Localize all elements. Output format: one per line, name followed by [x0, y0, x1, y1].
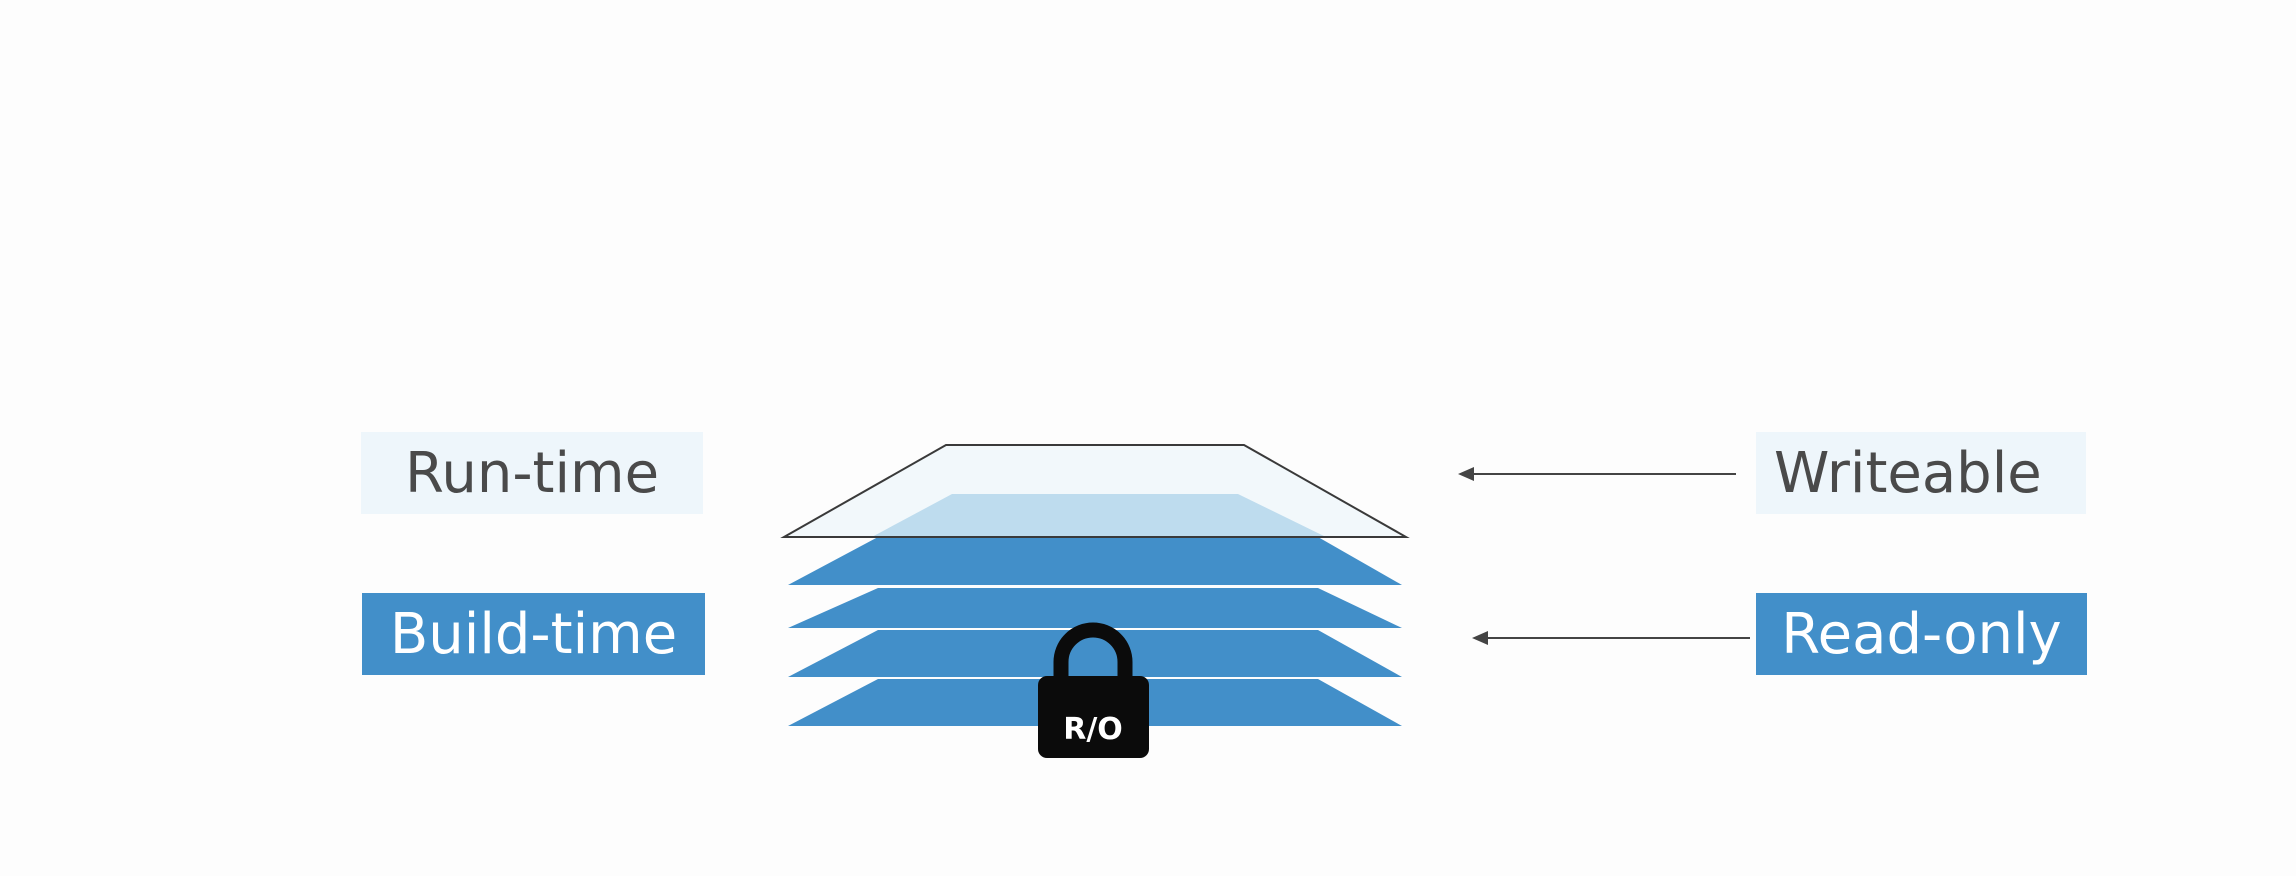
- image-layer-3: [788, 630, 1402, 677]
- readonly-arrow: [1472, 631, 1750, 645]
- writeable-layer: [780, 444, 1410, 538]
- image-layer-2: [788, 588, 1402, 628]
- writeable-arrow: [1458, 467, 1736, 481]
- image-layer-1: [788, 537, 1402, 585]
- lock-icon: R/O: [1038, 622, 1149, 758]
- writeable-label: Writeable: [1756, 432, 2086, 514]
- lock-label: R/O: [1063, 712, 1123, 747]
- runtime-label: Run-time: [361, 432, 703, 514]
- buildtime-label: Build-time: [362, 593, 705, 675]
- readonly-label: Read-only: [1756, 593, 2087, 675]
